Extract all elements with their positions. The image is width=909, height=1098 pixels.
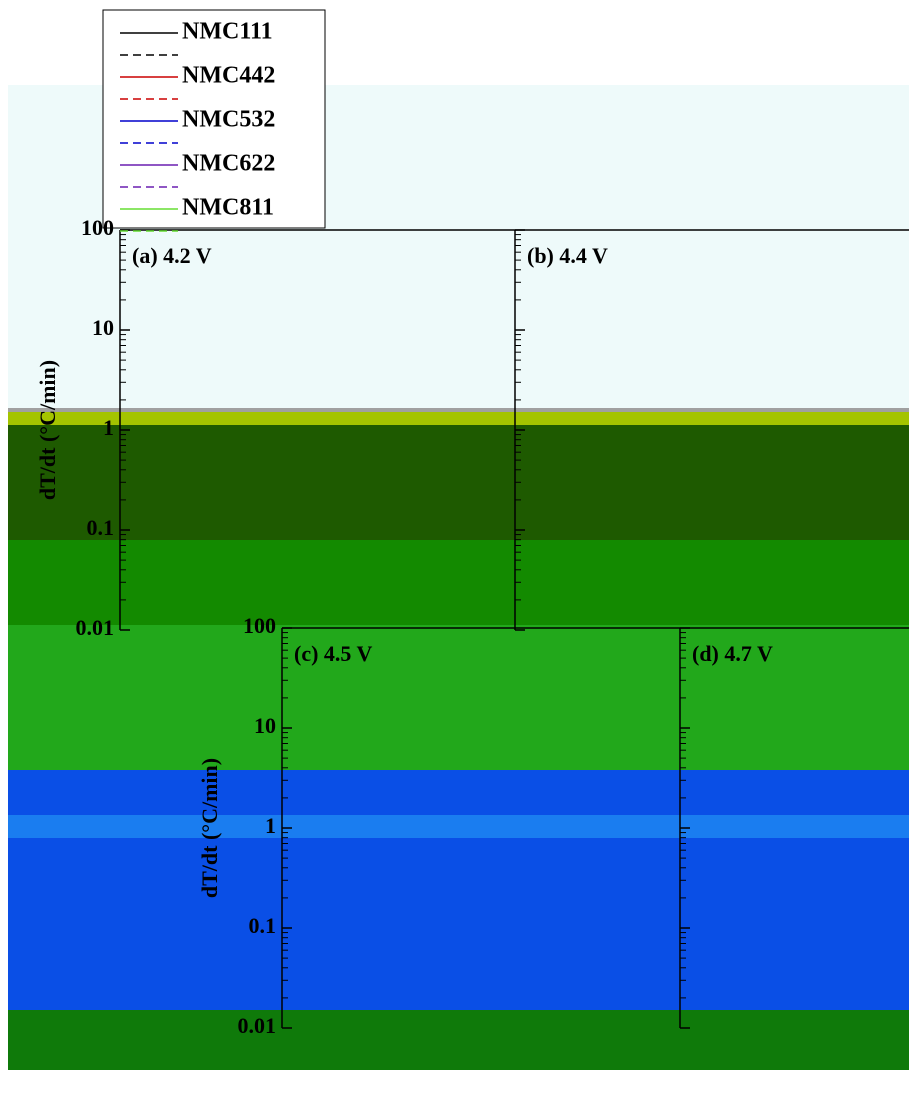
y-axis-label: dT/dt (°C/min) (197, 758, 222, 898)
legend-label: NMC622 (182, 151, 275, 177)
legend-label: NMC111 (182, 19, 273, 45)
y-tick-label: 10 (92, 315, 114, 340)
panel-title: (b) 4.4 V (527, 243, 608, 268)
chart: 0.01 0.1 1 10 100 (a) 4.2 V dT/dt (°C/min) NMC1… (0, 0, 909, 1093)
legend-label: NMC811 (182, 195, 274, 221)
y-tick-label: 0.1 (87, 515, 115, 540)
y-tick-label: 100 (243, 613, 276, 638)
y-tick-label: 100 (81, 215, 114, 240)
panel-title: (d) 4.7 V (692, 641, 773, 666)
y-axis-label: dT/dt (°C/min) (35, 360, 60, 500)
legend-label: NMC532 (182, 107, 275, 133)
y-tick-label: 1 (265, 813, 276, 838)
y-tick-label: 0.01 (76, 615, 115, 640)
y-tick-label: 0.01 (238, 1013, 277, 1038)
background (8, 85, 909, 1070)
panel-title: (a) 4.2 V (132, 243, 212, 268)
legend-label: NMC442 (182, 63, 275, 89)
panel-title: (c) 4.5 V (294, 641, 373, 666)
y-tick-label: 0.1 (249, 913, 277, 938)
y-tick-label: 10 (254, 713, 276, 738)
y-tick-label: 1 (103, 415, 114, 440)
